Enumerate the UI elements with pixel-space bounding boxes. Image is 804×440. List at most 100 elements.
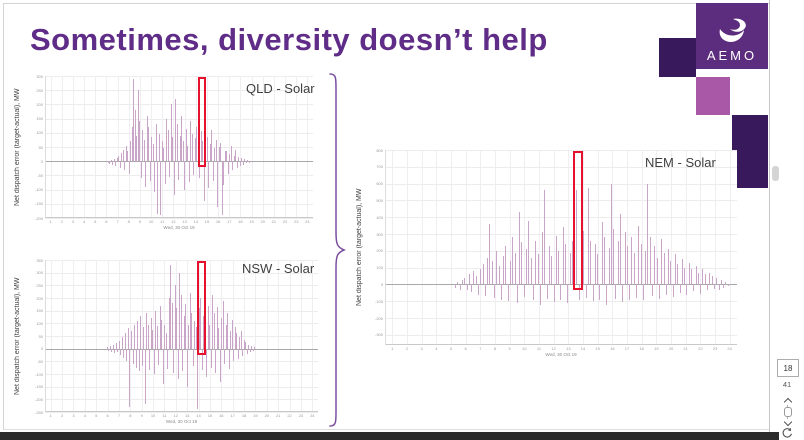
gridline	[45, 272, 318, 274]
gridline	[45, 399, 318, 401]
data-bar	[225, 324, 227, 349]
data-bar	[647, 183, 649, 285]
highlight-rect	[197, 261, 207, 355]
data-bar	[149, 161, 151, 182]
zero-axis-line	[45, 348, 318, 350]
gridline	[45, 203, 313, 205]
x-tick-label: 23	[294, 219, 299, 224]
y-tick-label: 0	[380, 281, 383, 287]
data-bar	[159, 305, 161, 349]
y-axis-label: Net dispatch error (target-actual), MW	[356, 188, 363, 307]
data-bar	[246, 348, 248, 354]
nav-slider-thumb[interactable]	[784, 407, 792, 417]
data-bar	[112, 161, 114, 166]
data-bar	[629, 284, 631, 301]
data-bar	[539, 284, 541, 305]
y-tick-label: -100	[34, 187, 43, 193]
x-tick-label: 21	[271, 219, 277, 224]
chart-nsw-solar: Net dispatch error (target-actual), MW W…	[14, 252, 348, 428]
data-bar	[252, 348, 254, 351]
data-bar	[622, 284, 624, 303]
data-bar	[108, 348, 110, 351]
x-tick-label: 10	[522, 346, 527, 351]
data-bar	[711, 276, 713, 285]
gridline	[392, 150, 394, 345]
y-tick-label: 250	[36, 282, 43, 288]
chevron-up-icon[interactable]	[783, 397, 793, 407]
data-bar	[590, 240, 592, 285]
data-bar	[210, 348, 212, 368]
data-bar	[188, 324, 190, 349]
data-bar	[610, 183, 612, 285]
x-axis-line	[45, 411, 318, 412]
x-tick-label: 24	[727, 346, 732, 351]
logo-accent-block-dark-right	[732, 115, 768, 188]
data-bar	[240, 330, 242, 349]
data-bar	[587, 187, 589, 285]
data-bar	[668, 249, 670, 285]
data-bar	[122, 149, 124, 162]
gridline	[553, 150, 555, 345]
data-bar	[700, 284, 702, 294]
data-bar	[702, 269, 704, 285]
data-bar	[127, 151, 129, 162]
data-bar	[166, 118, 168, 162]
data-bar	[149, 348, 150, 371]
data-bar	[597, 254, 599, 285]
data-bar	[249, 348, 251, 352]
data-bar	[228, 348, 230, 369]
gridline	[524, 150, 526, 345]
scrollbar-thumb[interactable]	[772, 166, 779, 181]
x-tick-label: 17	[230, 413, 235, 418]
data-bar	[146, 115, 148, 162]
data-bar	[208, 161, 210, 189]
gridline	[700, 150, 702, 345]
slide-number-input[interactable]: 18	[777, 359, 799, 377]
data-bar	[150, 318, 152, 349]
refresh-icon[interactable]	[781, 427, 793, 439]
plot-area: Wed, 30 Oct 19 1 2 3 4 5 6 7 8 9 10 11 12 13 14 15 16 17…	[35, 74, 313, 230]
data-bar	[567, 284, 569, 303]
x-tick-label: 4	[82, 219, 86, 224]
data-bar	[130, 141, 132, 162]
y-tick-label: 400	[376, 214, 383, 220]
data-bar	[638, 225, 640, 285]
data-bar	[562, 227, 564, 285]
data-bar	[693, 284, 695, 292]
data-bar	[681, 259, 683, 285]
data-bar	[110, 159, 112, 162]
gridline	[612, 150, 614, 345]
data-bar	[215, 348, 217, 373]
y-tick-label: 300	[36, 270, 43, 276]
data-bar	[237, 348, 239, 359]
data-bar	[157, 161, 159, 214]
highlight-rect	[572, 151, 583, 291]
data-bar	[146, 313, 147, 349]
data-bar	[197, 348, 199, 410]
data-bar	[140, 315, 141, 349]
data-bar	[482, 264, 484, 285]
gridline	[45, 189, 313, 191]
gridline	[45, 218, 313, 219]
data-bar	[672, 284, 674, 298]
data-bar	[725, 281, 727, 285]
data-bar	[620, 213, 621, 285]
x-tick-label: 24	[310, 413, 315, 418]
y-tick-label: 100	[36, 320, 43, 326]
x-tick-label: 15	[204, 219, 210, 224]
data-bar	[670, 260, 672, 285]
chevron-down-icon[interactable]	[783, 417, 793, 427]
data-bar	[640, 244, 642, 285]
data-bar	[117, 348, 119, 353]
x-tick-label: 3	[420, 346, 423, 351]
data-bar	[234, 327, 236, 349]
panel-divider	[769, 0, 770, 440]
x-tick-label: 13	[182, 219, 187, 224]
window-bottom-bar	[0, 432, 779, 440]
data-bar	[530, 257, 532, 285]
data-bar	[521, 242, 523, 285]
data-bar	[109, 161, 111, 165]
x-tick-label: 15	[207, 413, 213, 418]
data-bar	[544, 190, 546, 285]
data-bar	[245, 342, 247, 349]
